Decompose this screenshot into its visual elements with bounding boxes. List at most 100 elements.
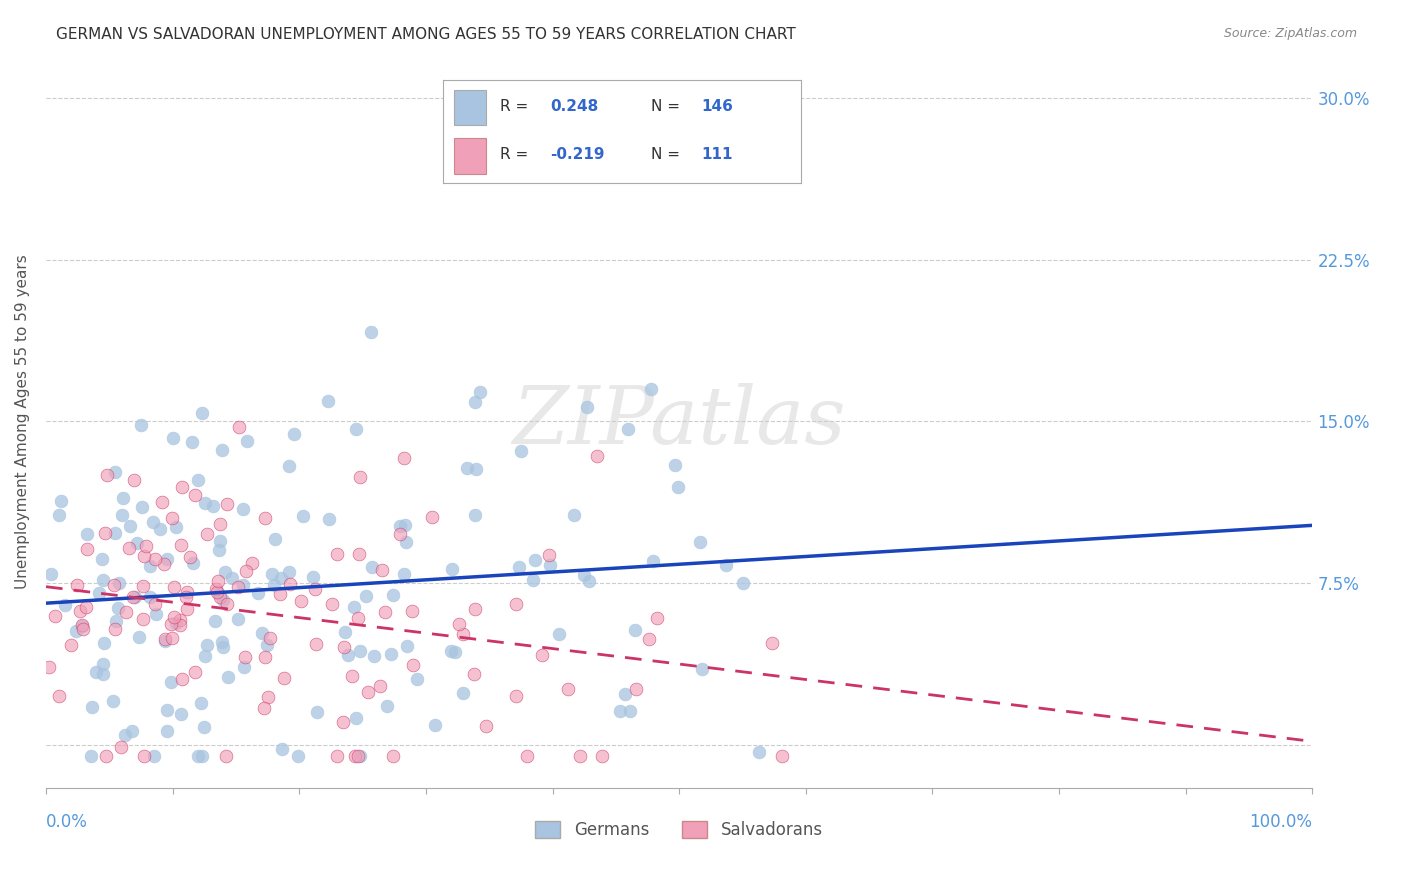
Point (110, 739, 132, 754)
Point (107, 601, 129, 615)
Point (105, 615, 128, 629)
Point (380, 647, 402, 661)
Point (278, 459, 301, 474)
Text: 146: 146 (702, 99, 733, 114)
Point (155, 632, 177, 646)
Text: ZIPatlas: ZIPatlas (512, 383, 846, 460)
Point (349, 748, 371, 763)
Point (641, 553, 664, 567)
Point (122, 473, 145, 487)
Point (181, 556, 204, 570)
Point (240, 556, 263, 570)
Point (190, 406, 212, 420)
Point (423, 717, 446, 731)
Point (505, 597, 527, 611)
Point (51, 494, 73, 508)
Point (162, 431, 184, 445)
Point (121, 590, 143, 604)
Point (523, 553, 546, 567)
Point (318, 512, 340, 526)
Text: Source: ZipAtlas.com: Source: ZipAtlas.com (1223, 27, 1357, 40)
Point (402, 658, 425, 673)
Point (209, 533, 232, 548)
FancyBboxPatch shape (454, 137, 486, 174)
Text: -0.219: -0.219 (551, 147, 605, 162)
Point (617, 422, 640, 436)
Point (349, 643, 371, 657)
Point (614, 687, 637, 701)
Point (337, 648, 360, 662)
Point (578, 574, 600, 588)
Point (131, 500, 153, 514)
Point (187, 473, 209, 487)
Point (90, 552, 112, 566)
Point (447, 617, 470, 632)
Point (124, 590, 146, 604)
Point (349, 470, 371, 484)
Point (256, 638, 278, 652)
Point (104, 526, 127, 541)
Y-axis label: Unemployment Among Ages 55 to 59 years: Unemployment Among Ages 55 to 59 years (15, 254, 30, 589)
Point (664, 458, 686, 472)
Point (389, 518, 412, 533)
Point (176, 602, 198, 616)
Point (714, 558, 737, 573)
Point (444, 645, 467, 659)
Point (531, 648, 554, 662)
Point (125, 536, 148, 550)
Point (160, 675, 183, 690)
Point (76, 542, 98, 557)
Point (347, 610, 370, 624)
Point (163, 580, 186, 594)
Point (66, 577, 89, 591)
Point (118, 519, 141, 533)
Point (96, 467, 118, 482)
Point (349, 547, 371, 561)
Point (104, 622, 127, 636)
Point (145, 597, 167, 611)
Point (505, 689, 527, 703)
Point (361, 559, 384, 574)
Point (332, 715, 354, 730)
Point (190, 697, 212, 711)
Point (262, 567, 284, 582)
Point (217, 670, 239, 684)
Point (508, 559, 530, 574)
Point (44, 608, 66, 623)
Point (344, 422, 367, 436)
Point (406, 672, 429, 686)
Point (325, 547, 347, 561)
Point (169, 618, 191, 632)
Point (305, 706, 328, 720)
Point (139, 559, 162, 574)
Legend: Germans, Salvadorans: Germans, Salvadorans (529, 814, 830, 846)
Point (301, 570, 323, 584)
FancyBboxPatch shape (454, 89, 486, 126)
Point (94, 748, 117, 763)
Point (344, 711, 367, 725)
Point (208, 590, 231, 604)
Point (538, 548, 561, 562)
Point (87, 585, 110, 599)
Point (156, 702, 179, 716)
Point (155, 634, 177, 648)
Point (263, 578, 285, 592)
Text: 0.248: 0.248 (551, 99, 599, 114)
Point (176, 590, 198, 604)
Point (111, 508, 134, 522)
Point (394, 450, 416, 465)
Point (176, 585, 198, 599)
Point (269, 587, 291, 601)
Point (392, 567, 415, 582)
Point (179, 550, 201, 565)
Point (731, 575, 754, 590)
Text: GERMAN VS SALVADORAN UNEMPLOYMENT AMONG AGES 55 TO 59 YEARS CORRELATION CHART: GERMAN VS SALVADORAN UNEMPLOYMENT AMONG … (56, 27, 796, 42)
Point (181, 434, 204, 449)
Point (163, 610, 186, 624)
Point (69, 604, 91, 618)
Point (451, 686, 474, 700)
Point (278, 577, 301, 591)
Point (112, 491, 135, 505)
Point (39, 566, 62, 581)
Point (211, 442, 233, 457)
